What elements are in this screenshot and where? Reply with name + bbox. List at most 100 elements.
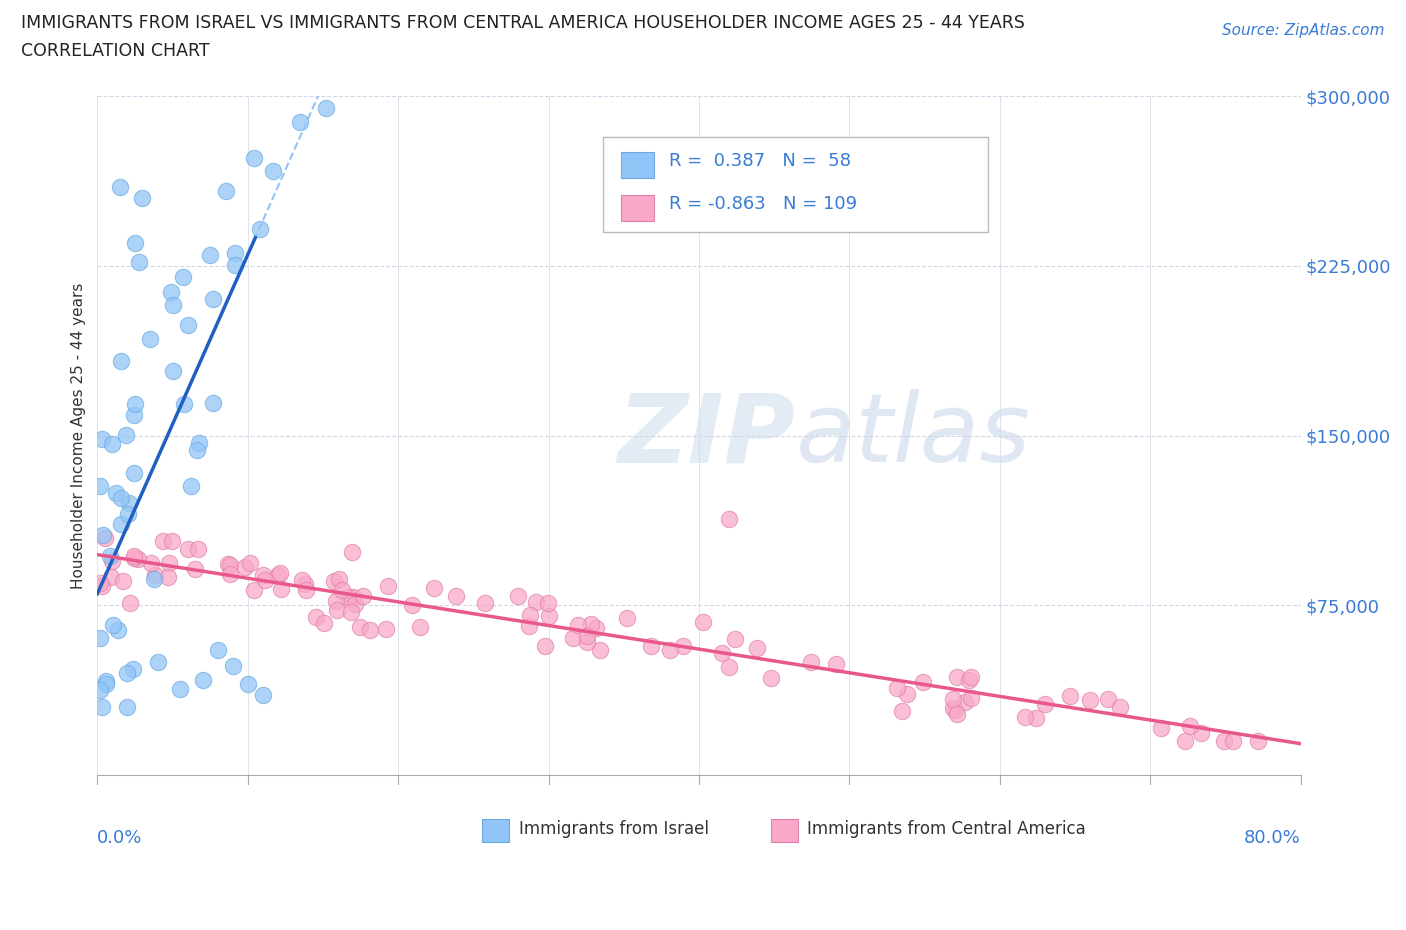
Point	[359, 622, 381, 637]
Point	[90, 578, 112, 593]
Point	[825, 657, 848, 671]
Point	[1174, 733, 1197, 748]
Point	[90, 432, 112, 446]
Point	[91, 699, 114, 714]
Point	[101, 553, 124, 568]
Point	[191, 672, 214, 687]
Text: 80.0%: 80.0%	[1244, 829, 1301, 847]
Point	[718, 512, 741, 526]
Point	[326, 603, 349, 618]
Point	[122, 465, 145, 480]
Point	[761, 671, 783, 685]
Point	[508, 589, 530, 604]
Point	[1097, 692, 1119, 707]
Point	[139, 331, 162, 346]
Point	[576, 629, 599, 644]
Point	[222, 658, 245, 673]
Point	[266, 567, 288, 582]
Point	[160, 534, 183, 549]
Point	[537, 595, 560, 610]
Point	[747, 640, 769, 655]
Point	[340, 544, 363, 559]
Text: R = -0.863   N = 109: R = -0.863 N = 109	[669, 194, 858, 213]
Text: Immigrants from Israel: Immigrants from Israel	[519, 820, 709, 838]
Point	[374, 622, 396, 637]
Point	[269, 566, 291, 581]
Point	[344, 596, 367, 611]
Point	[100, 549, 122, 564]
Point	[172, 269, 194, 284]
Point	[152, 533, 174, 548]
Point	[1149, 721, 1171, 736]
Point	[173, 396, 195, 411]
Point	[117, 507, 139, 522]
Point	[295, 582, 318, 597]
Point	[180, 479, 202, 494]
Point	[1025, 711, 1047, 725]
Point	[110, 516, 132, 531]
Point	[349, 619, 371, 634]
Point	[249, 221, 271, 236]
Point	[242, 150, 264, 165]
Text: Source: ZipAtlas.com: Source: ZipAtlas.com	[1222, 23, 1385, 38]
Point	[616, 611, 638, 626]
Text: IMMIGRANTS FROM ISRAEL VS IMMIGRANTS FROM CENTRAL AMERICA HOUSEHOLDER INCOME AGE: IMMIGRANTS FROM ISRAEL VS IMMIGRANTS FRO…	[21, 14, 1025, 32]
Point	[122, 551, 145, 565]
FancyBboxPatch shape	[621, 152, 654, 178]
Point	[253, 573, 276, 588]
Point	[252, 688, 274, 703]
Point	[474, 595, 496, 610]
Point	[352, 589, 374, 604]
Point	[101, 618, 124, 632]
Point	[219, 557, 242, 572]
Point	[176, 317, 198, 332]
FancyBboxPatch shape	[621, 194, 654, 220]
Point	[800, 654, 823, 669]
Point	[942, 692, 965, 707]
Point	[112, 574, 135, 589]
Point	[91, 527, 114, 542]
Point	[207, 643, 229, 658]
Point	[423, 580, 446, 595]
Point	[110, 490, 132, 505]
Point	[201, 396, 224, 411]
Point	[201, 291, 224, 306]
Point	[294, 577, 316, 591]
Point	[581, 617, 603, 631]
Point	[252, 567, 274, 582]
Point	[1189, 725, 1212, 740]
Point	[157, 555, 180, 570]
Point	[942, 700, 965, 715]
Point	[524, 595, 547, 610]
Point	[100, 437, 122, 452]
Text: ZIP: ZIP	[617, 389, 796, 482]
Point	[640, 638, 662, 653]
Point	[305, 609, 328, 624]
Point	[156, 569, 179, 584]
Point	[959, 690, 981, 705]
Point	[262, 164, 284, 179]
Point	[120, 595, 142, 610]
Text: CORRELATION CHART: CORRELATION CHART	[21, 42, 209, 60]
Point	[911, 674, 934, 689]
Point	[131, 191, 153, 206]
Point	[659, 643, 682, 658]
Point	[672, 639, 695, 654]
Point	[409, 619, 432, 634]
Point	[446, 589, 468, 604]
Point	[94, 676, 117, 691]
Point	[342, 590, 364, 604]
FancyBboxPatch shape	[482, 818, 509, 843]
Point	[960, 670, 983, 684]
Point	[943, 702, 966, 717]
Point	[567, 618, 589, 632]
Point	[124, 396, 146, 411]
Point	[89, 576, 111, 591]
Point	[1014, 710, 1036, 724]
Point	[89, 683, 111, 698]
Point	[107, 623, 129, 638]
Y-axis label: Householder Income Ages 25 - 44 years: Householder Income Ages 25 - 44 years	[72, 283, 86, 589]
Point	[585, 620, 607, 635]
Point	[692, 615, 714, 630]
Text: Immigrants from Central America: Immigrants from Central America	[807, 820, 1085, 838]
